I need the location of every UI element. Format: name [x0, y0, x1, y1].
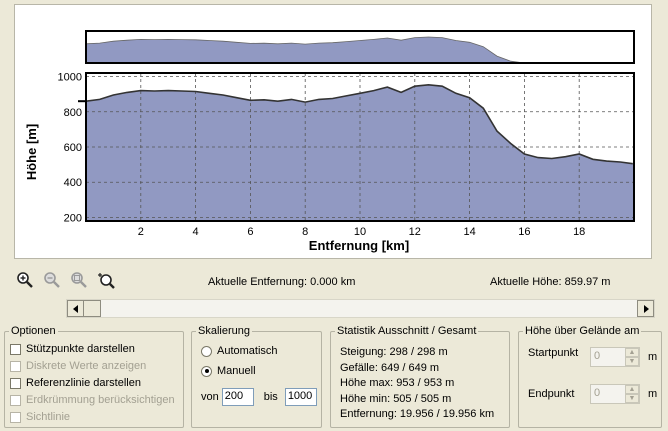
zoom-fit-icon[interactable]	[69, 270, 89, 290]
checkbox-box	[10, 394, 21, 406]
checkbox-erdkruemmung: Erdkrümmung berücksichtigen	[10, 394, 175, 406]
von-label: von	[201, 391, 219, 403]
checkbox-box[interactable]	[10, 377, 21, 389]
radio-label: Automatisch	[217, 345, 278, 357]
overview-frame	[85, 30, 635, 64]
skalierung-title: Skalierung	[198, 325, 250, 337]
x-tick-label: 4	[193, 226, 199, 238]
startpunkt-spinner: 0 ▲ ▼	[590, 347, 640, 367]
spinner-down-icon: ▼	[625, 394, 639, 403]
y-tick-label: 1000	[58, 72, 82, 84]
startpunkt-label: Startpunkt	[528, 347, 579, 359]
stat-gefaelle: Gefälle: 649 / 649 m	[340, 361, 440, 374]
optionen-title: Optionen	[11, 325, 56, 337]
x-tick-label: 6	[247, 226, 253, 238]
arrow-left-icon	[72, 304, 78, 313]
radio-label: Manuell	[217, 365, 256, 377]
checkbox-label: Erdkrümmung berücksichtigen	[26, 394, 175, 406]
checkbox-diskrete-werte: Diskrete Werte anzeigen	[10, 360, 146, 372]
radio-circle[interactable]	[201, 365, 212, 377]
checkbox-stuetzpunkte[interactable]: Stützpunkte darstellen	[10, 343, 135, 355]
checkbox-label: Diskrete Werte anzeigen	[26, 360, 147, 372]
checkbox-label: Stützpunkte darstellen	[26, 343, 135, 355]
zoom-in-icon[interactable]	[15, 270, 35, 290]
x-tick-label: 10	[354, 226, 366, 238]
y-tick-label: 400	[64, 177, 82, 189]
zoom-out-icon[interactable]	[42, 270, 62, 290]
hoehe-gelaende-title: Höhe über Gelände am	[525, 325, 640, 337]
overview-chart	[85, 30, 635, 64]
scroll-thumb[interactable]	[83, 300, 101, 317]
radio-circle[interactable]	[201, 345, 212, 357]
spinner-up-icon: ▲	[625, 348, 639, 357]
scroll-left-button[interactable]	[67, 300, 84, 317]
endpunkt-label: Endpunkt	[528, 388, 575, 400]
stat-hoehe-min: Höhe min: 505 / 505 m	[340, 392, 452, 405]
statistik-group: Statistik Ausschnitt / Gesamt	[330, 325, 510, 428]
checkbox-box	[10, 360, 21, 372]
radio-automatisch[interactable]: Automatisch	[201, 345, 278, 357]
bis-label: bis	[263, 391, 278, 403]
y-axis-label: Höhe [m]	[24, 124, 39, 180]
zoom-toolbar	[15, 270, 116, 290]
range-row: von 200 bis 1000	[201, 388, 317, 406]
main-chart: 1000 800 600 400 200 2 4 6 8 10 12 14 16 18	[58, 72, 635, 238]
elevation-profile-panel[interactable]: 1000 800 600 400 200 2 4 6 8 10 12 14 16 18 Höhe [m] …	[14, 4, 652, 259]
x-tick-label: 8	[302, 226, 308, 238]
hoehe-gelaende-group: Höhe über Gelände am	[518, 325, 662, 428]
y-tick-label: 200	[64, 212, 82, 224]
endpunkt-spinner: 0 ▲ ▼	[590, 384, 640, 404]
endpunkt-value: 0	[594, 387, 601, 399]
checkbox-box[interactable]	[10, 343, 21, 355]
x-axis-label: Entfernung [km]	[309, 238, 409, 253]
spinner-up-icon: ▲	[625, 385, 639, 394]
statistik-lines: Steigung: 298 / 298 m Gefälle: 649 / 649…	[340, 345, 494, 423]
checkbox-referenzlinie[interactable]: Referenzlinie darstellen	[10, 377, 141, 389]
overview-area	[85, 36, 634, 64]
plot-frame	[85, 72, 635, 222]
horizontal-scrollbar[interactable]	[66, 299, 655, 318]
stat-hoehe-max: Höhe max: 953 / 953 m	[340, 377, 455, 389]
x-tick-label: 18	[573, 226, 585, 238]
von-input[interactable]: 200	[221, 388, 254, 406]
x-tick-label: 12	[409, 226, 421, 238]
checkbox-sichtlinie: Sichtlinie	[10, 411, 70, 423]
radio-manuell[interactable]: Manuell	[201, 365, 256, 377]
elevation-line	[85, 83, 633, 165]
checkbox-label: Sichtlinie	[26, 411, 71, 423]
y-tick-label: 800	[64, 107, 82, 119]
checkbox-box	[10, 411, 21, 423]
arrow-right-icon	[643, 304, 649, 313]
y-tick-label: 600	[64, 142, 82, 154]
startpunkt-unit: m	[648, 351, 658, 363]
scroll-right-button[interactable]	[637, 300, 654, 317]
bis-input[interactable]: 1000	[284, 388, 317, 406]
checkbox-label: Referenzlinie darstellen	[26, 377, 141, 389]
current-height-readout: Aktuelle Höhe: 859.97 m	[490, 276, 611, 288]
current-distance-readout: Aktuelle Entfernung: 0.000 km	[208, 276, 356, 288]
spinner-down-icon: ▼	[625, 357, 639, 366]
stat-entfernung: Entfernung: 19.956 / 19.956 km	[340, 408, 495, 420]
startpunkt-value: 0	[594, 350, 601, 362]
x-tick-label: 14	[463, 226, 475, 238]
zoom-select-icon[interactable]	[96, 270, 116, 290]
stat-steigung: Steigung: 298 / 298 m	[340, 346, 448, 358]
optionen-group: Optionen	[4, 325, 184, 428]
endpunkt-unit: m	[648, 388, 658, 400]
statistik-title: Statistik Ausschnitt / Gesamt	[337, 325, 477, 337]
x-tick-label: 2	[138, 226, 144, 238]
skalierung-group: Skalierung	[191, 325, 322, 428]
x-tick-label: 16	[518, 226, 530, 238]
